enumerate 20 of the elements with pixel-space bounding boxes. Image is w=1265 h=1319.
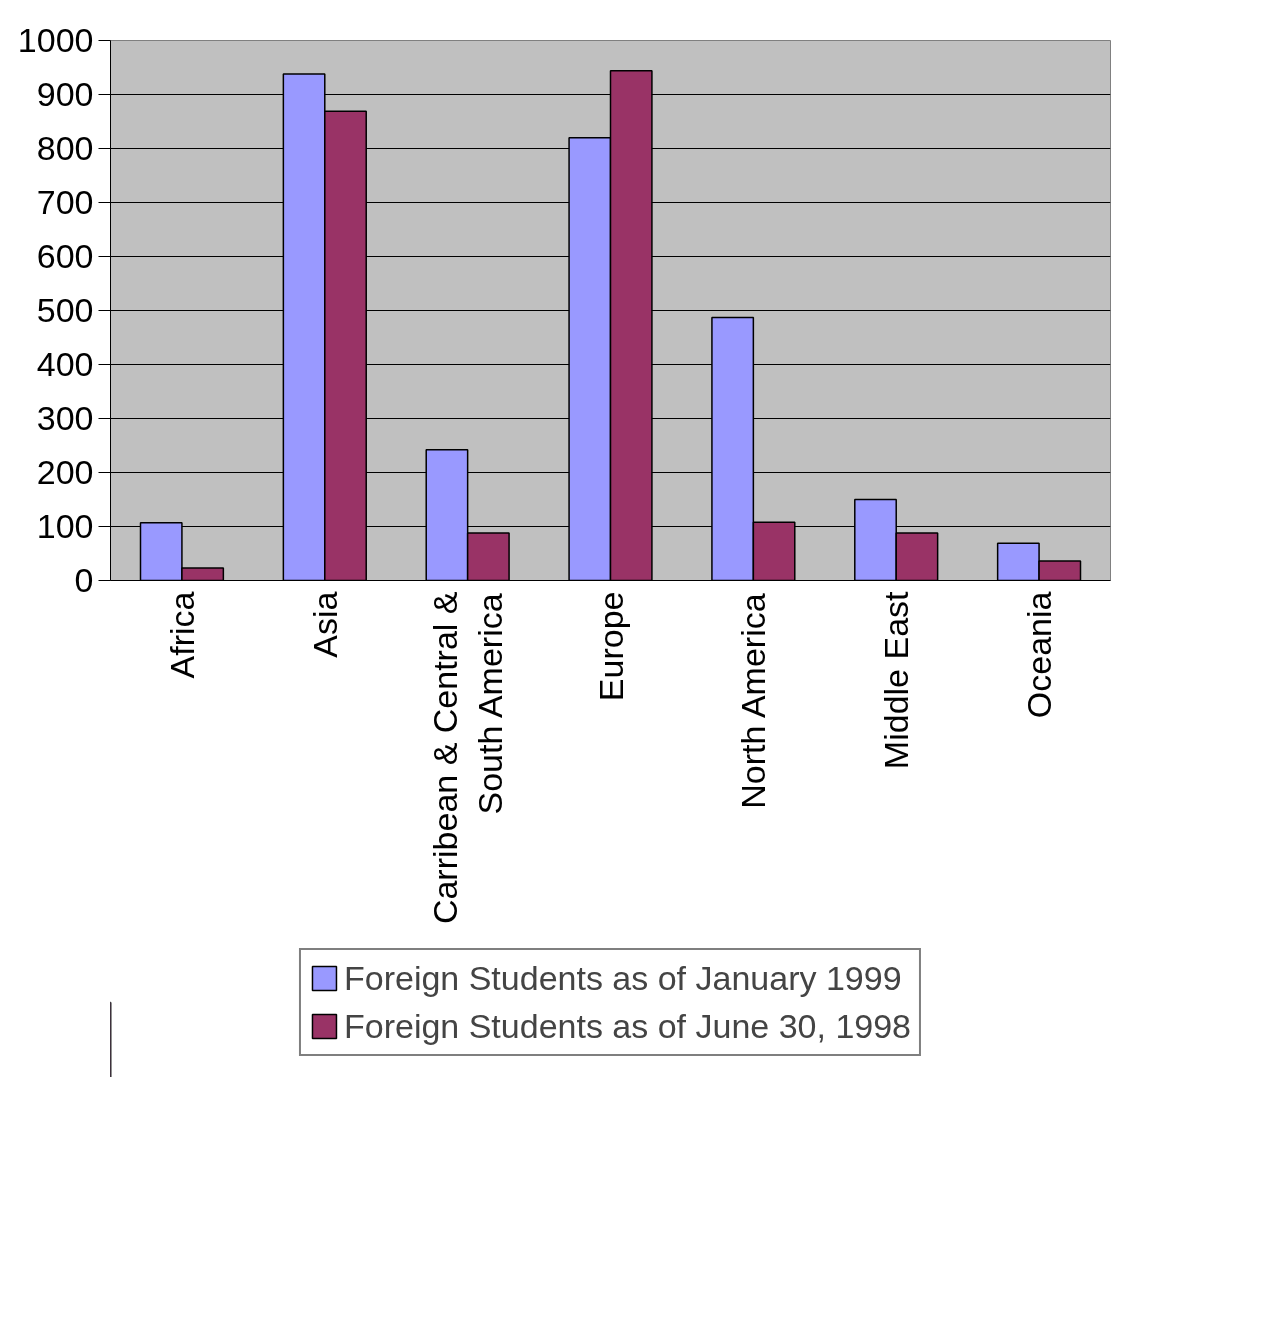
- x-tick-label: Carribean & Central & South America: [425, 591, 510, 925]
- x-tick-label: Europe: [591, 591, 630, 702]
- y-tick-label: 500: [36, 291, 94, 329]
- x-tick-label: Africa: [162, 591, 201, 679]
- y-tick-label: 0: [74, 561, 94, 599]
- x-tick-label: Middle East: [877, 590, 916, 770]
- y-tick-label: 300: [36, 399, 94, 437]
- y-tick-label: 900: [36, 75, 94, 113]
- x-tick-label: North America: [734, 593, 773, 809]
- y-tick-label: 400: [36, 345, 94, 383]
- x-tick-label: Oceania: [1020, 591, 1059, 719]
- y-tick-label: 1000: [17, 21, 94, 59]
- y-tick-label: 100: [36, 507, 94, 545]
- legend-label: Foreign Students as of January 1999: [343, 958, 902, 998]
- y-tick-label: 200: [36, 453, 94, 491]
- x-tick-label: Asia: [305, 591, 344, 658]
- y-tick-label: 700: [36, 183, 94, 221]
- y-tick-label: 800: [36, 129, 94, 167]
- y-tick-label: 600: [36, 237, 94, 275]
- legend-label: Foreign Students as of June 30, 1998: [343, 1006, 912, 1046]
